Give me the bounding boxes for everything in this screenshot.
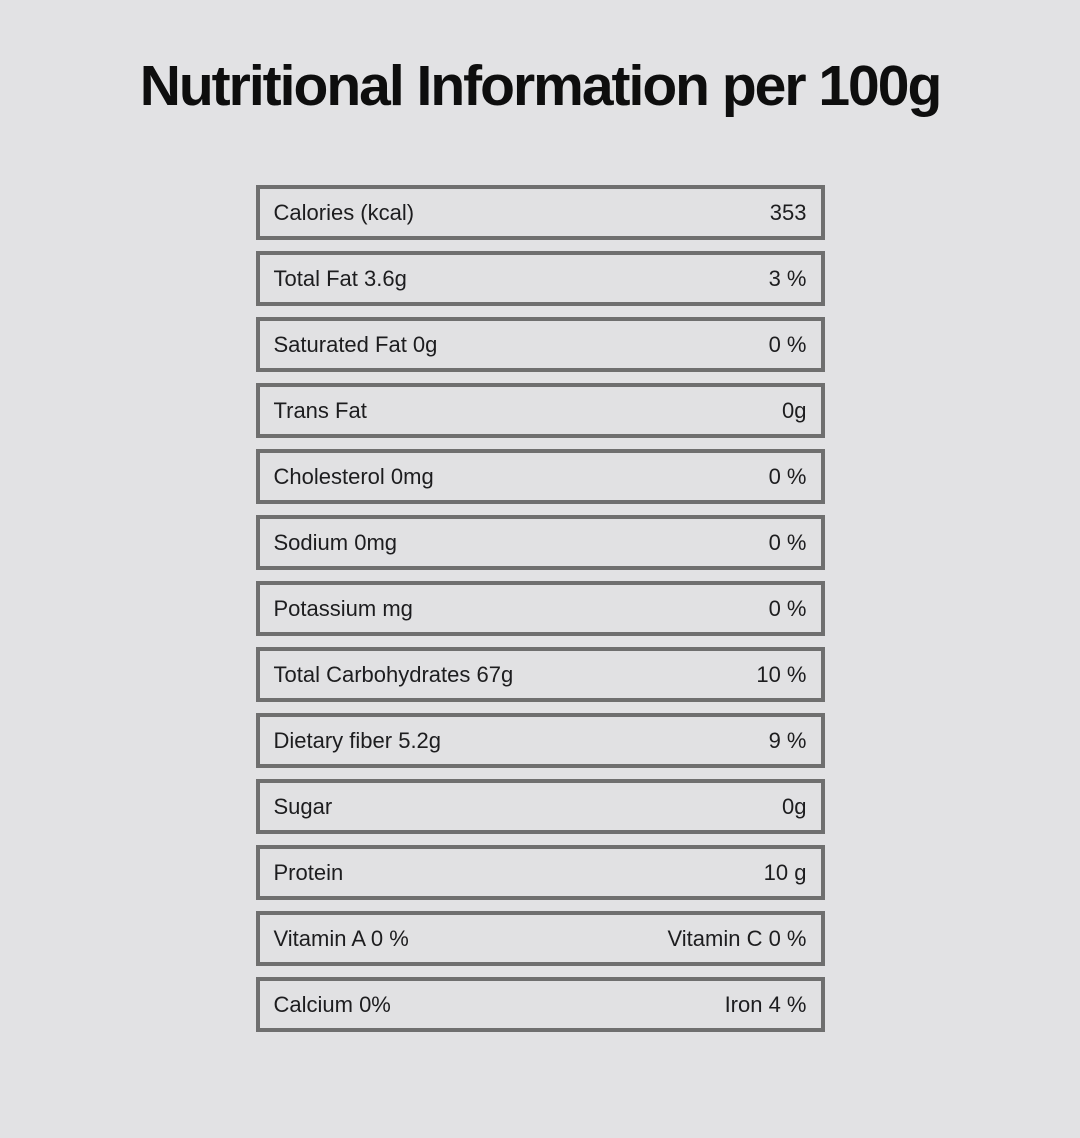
nutrient-label: Saturated Fat 0g <box>273 331 438 357</box>
page-title: Nutritional Information per 100g <box>139 54 943 118</box>
nutrition-infographic: Nutritional Information per 100g Calorie… <box>0 58 1080 1138</box>
nutrient-label: Vitamin A 0 % <box>273 925 409 951</box>
nutrition-row: Total Fat 3.6g 3 % <box>255 251 825 306</box>
nutrition-row: Vitamin A 0 % Vitamin C 0 % <box>255 911 825 966</box>
nutrient-value: 10 % <box>756 661 807 687</box>
nutrient-value: 10 g <box>763 859 807 885</box>
nutrient-label: Potassium mg <box>273 595 413 621</box>
nutrient-label: Total Carbohydrates 67g <box>273 661 514 687</box>
nutrient-label: Sugar <box>273 793 333 819</box>
nutrient-value: 0g <box>782 793 807 819</box>
nutrition-row: Trans Fat 0g <box>255 383 825 438</box>
nutrition-row: Protein 10 g <box>255 845 825 900</box>
nutrition-row: Calories (kcal) 353 <box>255 185 825 240</box>
nutrient-label: Calcium 0% <box>273 991 391 1017</box>
nutrient-value: 3 % <box>768 265 807 291</box>
nutrient-value: 9 % <box>768 727 807 753</box>
nutrient-value: 0 % <box>768 595 807 621</box>
nutrition-row: Total Carbohydrates 67g 10 % <box>255 647 825 702</box>
nutrition-row: Dietary fiber 5.2g 9 % <box>255 713 825 768</box>
nutrient-value: Iron 4 % <box>724 991 807 1017</box>
nutrient-label: Dietary fiber 5.2g <box>273 727 442 753</box>
nutrient-label: Calories (kcal) <box>273 199 415 225</box>
nutrient-label: Sodium 0mg <box>273 529 398 555</box>
nutrient-label: Cholesterol 0mg <box>273 463 434 489</box>
nutrient-label: Protein <box>273 859 344 885</box>
nutrient-value: 0g <box>782 397 807 423</box>
nutrient-value: Vitamin C 0 % <box>667 925 807 951</box>
nutrition-row: Cholesterol 0mg 0 % <box>255 449 825 504</box>
nutrition-row: Calcium 0% Iron 4 % <box>255 977 825 1032</box>
nutrient-value: 0 % <box>768 331 807 357</box>
nutrition-row: Saturated Fat 0g 0 % <box>255 317 825 372</box>
nutrient-value: 0 % <box>768 529 807 555</box>
nutrition-row: Potassium mg 0 % <box>255 581 825 636</box>
nutrient-value: 0 % <box>768 463 807 489</box>
nutrition-table: Calories (kcal) 353 Total Fat 3.6g 3 % S… <box>255 185 825 1032</box>
nutrient-label: Total Fat 3.6g <box>273 265 407 291</box>
nutrient-label: Trans Fat <box>273 397 367 423</box>
nutrient-value: 353 <box>769 199 807 225</box>
nutrition-row: Sugar 0g <box>255 779 825 834</box>
nutrition-row: Sodium 0mg 0 % <box>255 515 825 570</box>
